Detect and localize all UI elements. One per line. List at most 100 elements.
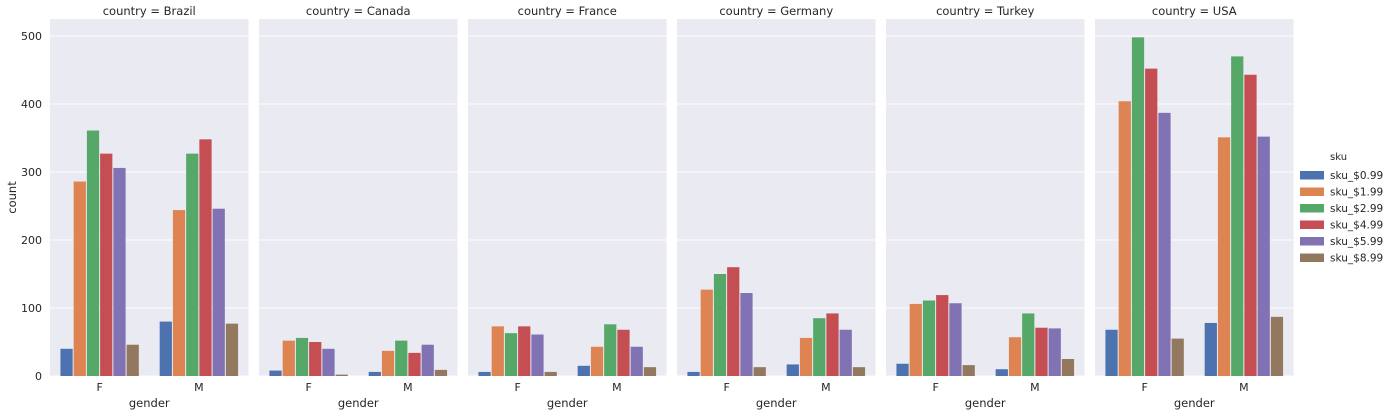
x-tick-label-canada-m: M <box>403 381 413 394</box>
bar-usa-m-sku199 <box>1217 137 1231 376</box>
legend-label-sku599: sku_$5.99 <box>1330 236 1383 248</box>
x-tick-label-turkey-f: F <box>932 381 938 394</box>
bar-usa-f-sku099 <box>1105 329 1118 376</box>
panel-title-france: country = France <box>518 4 617 18</box>
bar-turkey-f-sku599 <box>949 303 962 376</box>
y-tick-label-0: 0 <box>35 370 42 383</box>
bar-france-f-sku599 <box>531 334 544 376</box>
bar-canada-f-sku199 <box>282 340 295 376</box>
x-axis-label-france: gender <box>547 396 588 410</box>
bar-usa-m-sku299 <box>1231 56 1244 377</box>
bar-turkey-m-sku499 <box>1035 327 1048 376</box>
bar-france-m-sku299 <box>604 324 617 376</box>
legend-swatch-sku499 <box>1300 220 1324 229</box>
legend-swatch-sku199 <box>1300 187 1324 196</box>
bar-germany-f-sku199 <box>700 289 713 376</box>
bar-brazil-f-sku899 <box>126 344 139 376</box>
bar-france-m-sku899 <box>643 367 657 376</box>
bar-usa-f-sku299 <box>1131 37 1145 377</box>
x-tick-label-usa-f: F <box>1141 381 1147 394</box>
bar-germany-f-sku499 <box>727 267 740 376</box>
panel-title-brazil: country = Brazil <box>103 4 196 18</box>
x-axis-label-canada: gender <box>338 396 379 410</box>
y-tick-label-400: 400 <box>21 98 42 111</box>
bar-germany-f-sku099 <box>687 371 700 376</box>
bar-turkey-m-sku899 <box>1061 359 1075 376</box>
bar-turkey-f-sku899 <box>962 365 975 376</box>
bar-germany-m-sku199 <box>799 337 813 376</box>
bar-france-f-sku099 <box>478 371 491 376</box>
bar-canada-f-sku899 <box>335 374 348 376</box>
panel-title-germany: country = Germany <box>719 4 833 18</box>
bar-usa-m-sku899 <box>1270 316 1284 376</box>
bar-turkey-m-sku099 <box>995 369 1008 376</box>
x-tick-label-brazil-f: F <box>96 381 102 394</box>
legend-label-sku499: sku_$4.99 <box>1330 220 1383 232</box>
bar-turkey-f-sku299 <box>922 300 936 376</box>
legend-label-sku099: sku_$0.99 <box>1330 170 1383 182</box>
legend-swatch-sku099 <box>1300 171 1324 180</box>
bar-france-f-sku299 <box>504 333 518 376</box>
bar-turkey-m-sku199 <box>1008 337 1022 376</box>
legend-label-sku299: sku_$2.99 <box>1330 203 1383 215</box>
bar-france-f-sku899 <box>544 371 557 376</box>
y-axis-label: count <box>5 181 19 214</box>
legend-swatch-sku599 <box>1300 237 1324 246</box>
bar-turkey-f-sku199 <box>909 303 922 376</box>
x-tick-label-germany-m: M <box>821 381 831 394</box>
x-tick-label-usa-m: M <box>1239 381 1249 394</box>
bar-germany-m-sku099 <box>786 364 799 376</box>
bar-germany-m-sku599 <box>839 329 852 376</box>
x-tick-label-turkey-m: M <box>1030 381 1040 394</box>
legend-label-sku899: sku_$8.99 <box>1330 253 1383 265</box>
bar-canada-m-sku199 <box>381 350 395 376</box>
x-tick-label-canada-f: F <box>305 381 311 394</box>
bar-france-m-sku099 <box>577 365 590 376</box>
bar-canada-f-sku499 <box>309 342 322 376</box>
panel-title-canada: country = Canada <box>306 4 411 18</box>
bar-usa-m-sku499 <box>1244 74 1257 376</box>
bar-brazil-f-sku099 <box>60 348 73 376</box>
bar-france-f-sku199 <box>491 326 504 376</box>
y-tick-label-200: 200 <box>21 234 42 247</box>
bar-usa-m-sku099 <box>1204 322 1217 376</box>
bar-germany-m-sku499 <box>826 313 839 376</box>
x-tick-label-france-f: F <box>514 381 520 394</box>
y-tick-label-100: 100 <box>21 302 42 315</box>
bar-brazil-m-sku899 <box>225 323 239 376</box>
bar-brazil-m-sku499 <box>199 139 212 376</box>
bar-canada-m-sku099 <box>368 371 381 376</box>
bar-canada-m-sku299 <box>395 340 408 376</box>
x-tick-label-france-m: M <box>612 381 622 394</box>
bar-usa-f-sku899 <box>1171 338 1184 376</box>
bar-france-m-sku599 <box>630 346 643 376</box>
bar-usa-f-sku499 <box>1145 68 1158 376</box>
bar-france-f-sku499 <box>518 326 531 376</box>
bar-brazil-m-sku099 <box>159 321 172 376</box>
bar-canada-m-sku499 <box>408 352 421 376</box>
bar-brazil-m-sku599 <box>212 208 225 376</box>
bar-germany-m-sku899 <box>852 367 866 376</box>
panel-background-france <box>468 19 667 376</box>
panel-title-turkey: country = Turkey <box>936 4 1035 18</box>
panel-title-usa: country = USA <box>1152 4 1237 18</box>
bar-canada-m-sku899 <box>434 369 448 376</box>
bar-brazil-f-sku499 <box>100 153 113 376</box>
x-tick-label-brazil-m: M <box>194 381 204 394</box>
bar-brazil-f-sku199 <box>73 181 86 376</box>
x-axis-label-usa: gender <box>1174 396 1215 410</box>
bar-usa-f-sku599 <box>1158 112 1171 376</box>
bar-canada-m-sku599 <box>421 344 434 376</box>
bar-turkey-m-sku599 <box>1048 328 1061 376</box>
y-tick-label-500: 500 <box>21 30 42 43</box>
bar-germany-f-sku299 <box>713 274 727 376</box>
bar-canada-f-sku099 <box>269 370 282 376</box>
x-axis-label-brazil: gender <box>129 396 170 410</box>
bar-germany-f-sku599 <box>740 293 753 376</box>
bar-germany-f-sku899 <box>753 367 766 376</box>
bar-france-m-sku499 <box>617 329 630 376</box>
legend-label-sku199: sku_$1.99 <box>1330 187 1383 199</box>
bar-canada-f-sku299 <box>295 337 309 376</box>
panel-background-canada <box>259 19 458 376</box>
